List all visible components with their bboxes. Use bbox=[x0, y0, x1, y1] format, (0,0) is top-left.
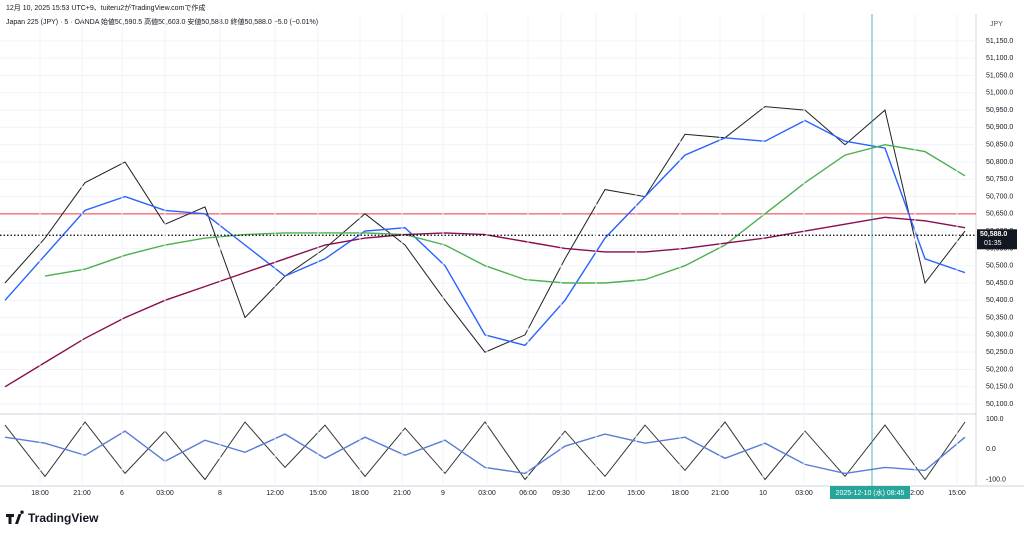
x-tick-label: 21:00 bbox=[73, 490, 91, 497]
symbol-line: Japan 225 (JPY) · 5 · OANDA 始値50,590.5 高… bbox=[6, 17, 318, 26]
y-tick-label: 50,150.0 bbox=[986, 384, 1013, 391]
y-tick-label: 50,400.0 bbox=[986, 297, 1013, 304]
x-tick-label: 15:00 bbox=[948, 490, 966, 497]
y-tick-label: 50,950.0 bbox=[986, 107, 1013, 114]
x-tick-label: 9 bbox=[441, 490, 445, 497]
x-tick-label: 09:30 bbox=[552, 490, 570, 497]
x-tick-label: 03:00 bbox=[795, 490, 813, 497]
x-tick-label: 12:00 bbox=[266, 490, 284, 497]
x-tick-label: 06:00 bbox=[519, 490, 537, 497]
date-line: 12月 10, 2025 15:53 UTC+9、tuiteru2がTradin… bbox=[6, 3, 205, 12]
x-tick-label: 15:00 bbox=[627, 490, 645, 497]
y-tick-label: 50,450.0 bbox=[986, 280, 1013, 287]
last-price-box bbox=[977, 229, 1017, 250]
x-tick-label: 10 bbox=[759, 490, 767, 497]
x-tick-label: 21:00 bbox=[711, 490, 729, 497]
y-tick-label: 100.0 bbox=[986, 416, 1004, 423]
x-tick-label: 8 bbox=[218, 490, 222, 497]
y-tick-label: 0.0 bbox=[986, 446, 996, 453]
y-tick-label: 51,100.0 bbox=[986, 55, 1013, 62]
x-tick-label: 03:00 bbox=[156, 490, 174, 497]
y-tick-label: 50,500.0 bbox=[986, 263, 1013, 270]
y-tick-label: 50,300.0 bbox=[986, 332, 1013, 339]
y-tick-label: 50,750.0 bbox=[986, 176, 1013, 183]
x-tick-label: 18:00 bbox=[31, 490, 49, 497]
cursor-label-box bbox=[830, 486, 910, 499]
currency: JPY bbox=[990, 21, 1003, 28]
series-line bbox=[44, 143, 966, 284]
brand: TradingView bbox=[28, 511, 99, 525]
y-tick-label: 50,250.0 bbox=[986, 349, 1013, 356]
x-tick-label: 03:00 bbox=[478, 490, 496, 497]
x-tick-label: 18:00 bbox=[351, 490, 369, 497]
x-tick-label: 15:00 bbox=[309, 490, 327, 497]
y-tick-label: 50,900.0 bbox=[986, 124, 1013, 131]
y-tick-label: 50,200.0 bbox=[986, 366, 1013, 373]
y-tick-label: 50,800.0 bbox=[986, 159, 1013, 166]
y-tick-label: 50,850.0 bbox=[986, 142, 1013, 149]
x-tick-label: 6 bbox=[120, 490, 124, 497]
logo bbox=[6, 510, 24, 524]
y-tick-label: 51,150.0 bbox=[986, 38, 1013, 45]
x-tick-label: 12:00 bbox=[906, 490, 924, 497]
y-tick-label: -100.0 bbox=[986, 476, 1006, 483]
last-price-label: 50,588.0 bbox=[980, 231, 1007, 238]
countdown-label: 01:35 bbox=[984, 240, 1002, 247]
x-tick-label: 21:00 bbox=[393, 490, 411, 497]
x-tick-label: 18:00 bbox=[671, 490, 689, 497]
y-tick-label: 51,000.0 bbox=[986, 90, 1013, 97]
y-tick-label: 50,100.0 bbox=[986, 401, 1013, 408]
y-tick-label: 50,650.0 bbox=[986, 211, 1013, 218]
y-tick-label: 50,350.0 bbox=[986, 314, 1013, 321]
y-tick-label: 50,700.0 bbox=[986, 193, 1013, 200]
cursor-label: 2025-12-10 (水) 08:45 bbox=[836, 488, 905, 497]
x-tick-label: 12:00 bbox=[587, 490, 605, 497]
y-tick-label: 51,050.0 bbox=[986, 72, 1013, 79]
